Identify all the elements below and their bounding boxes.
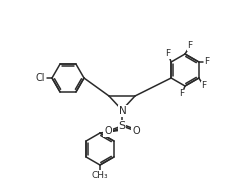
Text: N: N xyxy=(119,106,127,116)
Text: O: O xyxy=(104,126,112,136)
Text: Cl: Cl xyxy=(35,73,45,83)
Text: O: O xyxy=(132,126,140,136)
Text: CH₃: CH₃ xyxy=(92,171,108,179)
Text: S: S xyxy=(119,121,125,131)
Text: F: F xyxy=(204,58,209,66)
Text: F: F xyxy=(166,50,171,58)
Text: F: F xyxy=(180,90,185,98)
Text: F: F xyxy=(201,82,206,90)
Text: F: F xyxy=(187,41,192,50)
